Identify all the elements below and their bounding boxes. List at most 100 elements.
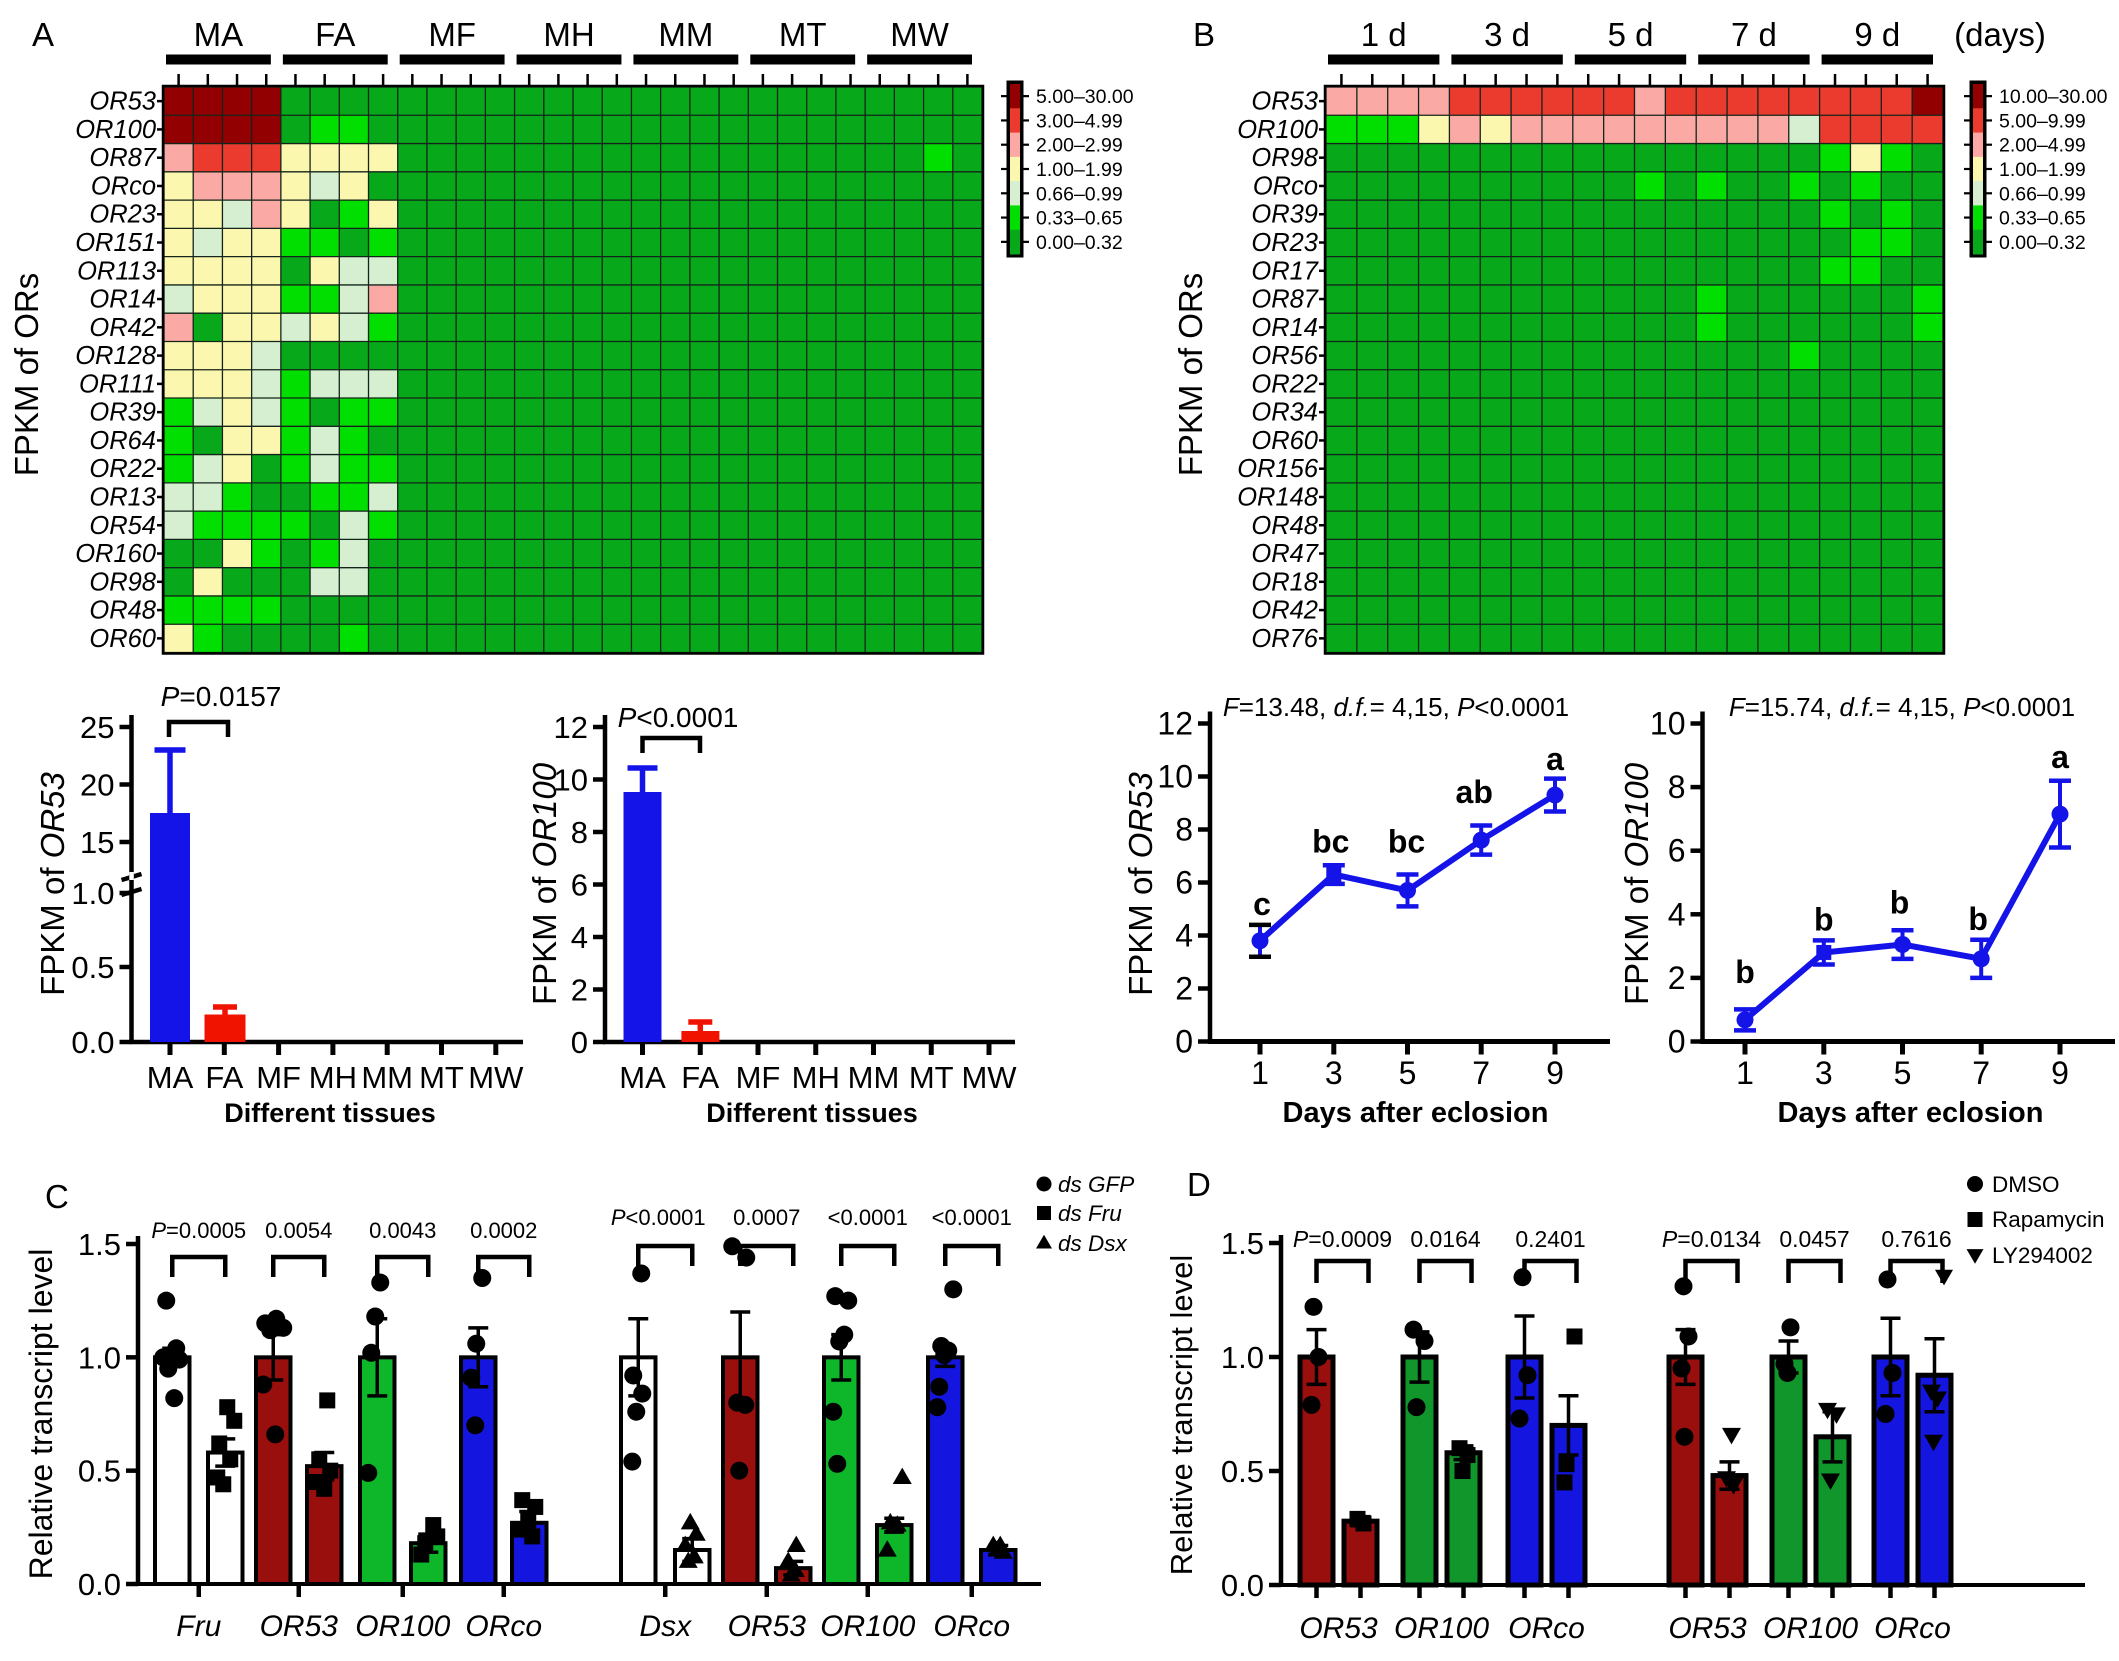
svg-text:OR87: OR87 [89,144,156,172]
svg-text:2.00–2.99: 2.00–2.99 [1036,135,1123,157]
svg-text:OR60: OR60 [89,625,156,653]
svg-text:4: 4 [1175,918,1193,954]
svg-text:Dsx: Dsx [639,1610,692,1643]
svg-text:2: 2 [1175,971,1193,1007]
svg-text:<0.0001: <0.0001 [828,1205,908,1230]
svg-text:b: b [1890,885,1910,921]
svg-text:FPKM of OR53: FPKM of OR53 [1122,771,1159,995]
svg-text:5.00–30.00: 5.00–30.00 [1036,86,1134,108]
svg-text:OR53: OR53 [1251,88,1318,116]
svg-text:OR18: OR18 [1251,568,1318,596]
svg-text:0.00–0.32: 0.00–0.32 [1036,232,1123,254]
svg-text:OR56: OR56 [1251,342,1318,370]
svg-text:OR151: OR151 [75,229,156,257]
svg-text:C: C [45,1178,69,1215]
svg-text:b: b [1814,901,1834,937]
svg-text:Relative transcript level: Relative transcript level [23,1249,59,1580]
svg-text:Days after eclosion: Days after eclosion [1778,1097,2044,1129]
svg-text:3: 3 [1815,1055,1833,1091]
svg-text:OR98: OR98 [1251,144,1318,172]
svg-text:OR39: OR39 [1251,201,1318,229]
svg-text:ds Dsx: ds Dsx [1058,1231,1128,1256]
svg-text:12: 12 [1157,706,1193,742]
svg-text:ORco: ORco [1253,172,1318,200]
svg-text:FPKM of OR100: FPKM of OR100 [1618,762,1655,1005]
svg-text:OR148: OR148 [1237,483,1319,511]
svg-text:0.33–0.65: 0.33–0.65 [1999,208,2086,230]
svg-text:0: 0 [571,1025,588,1060]
svg-text:0.0054: 0.0054 [265,1218,332,1243]
svg-text:9: 9 [1546,1055,1564,1091]
svg-text:ORco: ORco [933,1610,1010,1643]
svg-text:OR22: OR22 [89,455,156,483]
svg-text:MF: MF [256,1060,301,1095]
svg-text:bc: bc [1388,823,1425,859]
svg-text:ORco: ORco [465,1610,542,1643]
svg-text:4: 4 [1668,896,1686,932]
svg-text:Different tissues: Different tissues [224,1098,436,1128]
svg-text:10.00–30.00: 10.00–30.00 [1999,86,2108,108]
svg-text:0.0164: 0.0164 [1410,1226,1481,1252]
svg-text:0.5: 0.5 [1221,1454,1264,1489]
svg-text:3 d: 3 d [1484,16,1530,53]
svg-text:MM: MM [361,1060,413,1095]
svg-text:B: B [1193,16,1215,53]
svg-text:<0.0001: <0.0001 [932,1205,1012,1230]
svg-text:1 d: 1 d [1361,16,1407,53]
svg-text:F=15.74, d.f.= 4,15, P<0.0001: F=15.74, d.f.= 4,15, P<0.0001 [1729,692,2075,722]
svg-text:P=0.0009: P=0.0009 [1293,1226,1392,1252]
svg-text:a: a [2051,739,2069,775]
svg-text:7: 7 [1972,1055,1990,1091]
svg-text:MH: MH [309,1060,357,1095]
svg-text:10: 10 [1650,706,1686,742]
svg-text:ds GFP: ds GFP [1058,1172,1134,1197]
svg-text:8: 8 [1175,812,1193,848]
svg-text:15: 15 [80,825,114,860]
svg-text:0.0457: 0.0457 [1779,1226,1849,1252]
svg-text:MW: MW [468,1060,524,1095]
svg-text:MT: MT [779,16,827,53]
svg-text:Relative transcript level: Relative transcript level [1164,1255,1199,1575]
svg-text:5.00–9.99: 5.00–9.99 [1999,110,2086,132]
svg-text:A: A [32,16,54,53]
svg-text:0.0: 0.0 [1221,1568,1264,1603]
svg-text:0.5: 0.5 [71,950,114,985]
svg-text:7: 7 [1472,1055,1490,1091]
svg-text:FA: FA [315,16,355,53]
svg-text:OR54: OR54 [89,512,156,540]
svg-text:OR64: OR64 [89,427,156,455]
svg-text:1.00–1.99: 1.00–1.99 [1036,159,1123,181]
svg-text:MF: MF [428,16,476,53]
svg-text:MT: MT [419,1060,464,1095]
svg-text:0.7616: 0.7616 [1881,1226,1951,1252]
svg-text:10: 10 [1157,759,1193,795]
svg-text:OR100: OR100 [1763,1612,1858,1645]
svg-text:ORco: ORco [1508,1612,1585,1645]
svg-text:5: 5 [1399,1055,1417,1091]
svg-text:OR53: OR53 [1668,1612,1747,1645]
svg-text:20: 20 [80,768,114,803]
svg-text:10: 10 [554,763,588,798]
svg-text:P<0.0001: P<0.0001 [611,1205,706,1230]
svg-text:OR156: OR156 [1237,455,1319,483]
svg-text:MW: MW [890,16,949,53]
svg-text:3.00–4.99: 3.00–4.99 [1036,110,1123,132]
svg-text:OR128: OR128 [75,342,157,370]
svg-text:MA: MA [194,16,244,53]
svg-text:D: D [1187,1166,1211,1203]
svg-text:OR100: OR100 [1237,116,1318,144]
svg-text:1: 1 [1251,1055,1269,1091]
svg-text:6: 6 [1175,865,1193,901]
svg-text:FPKM of ORs: FPKM of ORs [1172,273,1209,477]
svg-text:0.0002: 0.0002 [470,1218,537,1243]
svg-text:MH: MH [543,16,594,53]
svg-text:Days after eclosion: Days after eclosion [1283,1097,1549,1129]
svg-text:OR34: OR34 [1251,399,1318,427]
svg-text:0.2401: 0.2401 [1515,1226,1585,1252]
svg-text:OR23: OR23 [89,201,156,229]
svg-text:1.0: 1.0 [71,876,114,911]
svg-text:OR100: OR100 [355,1610,450,1643]
svg-text:OR87: OR87 [1251,286,1318,314]
svg-text:FA: FA [681,1060,719,1095]
svg-text:OR14: OR14 [89,286,156,314]
